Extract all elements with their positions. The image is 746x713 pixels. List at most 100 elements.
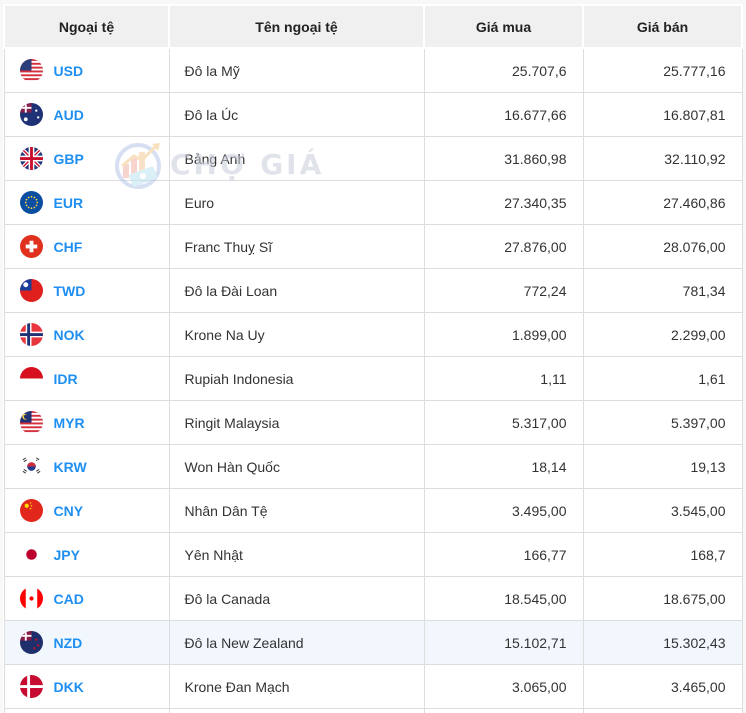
- tw-flag-icon: [19, 279, 43, 302]
- table-row[interactable]: MYR Ringit Malaysia 5.317,00 5.397,00: [3, 400, 743, 445]
- currency-name: Đô la Úc: [168, 92, 425, 137]
- currency-name: Yên Nhật: [168, 532, 425, 577]
- table-row[interactable]: AUD Đô la Úc 16.677,66 16.807,81: [3, 92, 743, 137]
- currency-cell: EUR: [3, 180, 170, 225]
- table-row-partial: [3, 708, 743, 713]
- currency-cell: IDR: [3, 356, 170, 401]
- currency-name: Nhân Dân Tệ: [168, 488, 425, 533]
- sell-price: 16.807,81: [582, 92, 743, 137]
- sell-price: 25.777,16: [582, 47, 743, 93]
- buy-price: 5.317,00: [423, 400, 584, 445]
- jp-flag-icon: [19, 543, 43, 566]
- buy-price: 3.495,00: [423, 488, 584, 533]
- table-row[interactable]: NZD Đô la New Zealand 15.102,71 15.302,43: [3, 620, 743, 665]
- table-row[interactable]: CHF Franc Thuỵ Sĩ 27.876,00 28.076,00: [3, 224, 743, 269]
- currency-code-link[interactable]: DKK: [53, 678, 84, 695]
- buy-price: 3.065,00: [423, 664, 584, 709]
- currency-code-link[interactable]: NZD: [53, 634, 83, 651]
- table-row[interactable]: JPY Yên Nhật 166,77 168,7: [3, 532, 743, 577]
- currency-name: Ringit Malaysia: [168, 400, 425, 445]
- currency-code-link[interactable]: KRW: [53, 458, 87, 475]
- buy-price: 15.102,71: [423, 620, 584, 665]
- currency-cell: NOK: [3, 312, 170, 357]
- currency-name: Đô la Mỹ: [168, 47, 425, 93]
- table-row[interactable]: TWD Đô la Đài Loan 772,24 781,34: [3, 268, 743, 313]
- us-flag-icon: [19, 59, 43, 82]
- currency-code-link[interactable]: IDR: [53, 370, 78, 387]
- buy-price: 1,11: [423, 356, 584, 401]
- header-currency: Ngoại tệ: [3, 4, 170, 49]
- buy-price: 27.876,00: [423, 224, 584, 269]
- buy-price: 1.899,00: [423, 312, 584, 357]
- currency-name: Euro: [168, 180, 425, 225]
- currency-name: Franc Thuỵ Sĩ: [168, 224, 425, 269]
- buy-price: 18.545,00: [423, 576, 584, 621]
- exchange-rate-table: Ngoại tệ Tên ngoại tệ Giá mua Giá bán US…: [3, 4, 743, 713]
- cn-flag-icon: [19, 499, 43, 522]
- currency-cell: USD: [3, 47, 170, 93]
- table-row[interactable]: EUR Euro 27.340,35 27.460,86: [3, 180, 743, 225]
- sell-price: 15.302,43: [582, 620, 743, 665]
- currency-name: Đô la New Zealand: [168, 620, 425, 665]
- buy-price: 16.677,66: [423, 92, 584, 137]
- currency-code-link[interactable]: TWD: [53, 282, 86, 299]
- currency-name: Rupiah Indonesia: [168, 356, 425, 401]
- header-sell-price: Giá bán: [582, 4, 743, 49]
- currency-name: Đô la Đài Loan: [168, 268, 425, 313]
- currency-code-link[interactable]: AUD: [53, 106, 84, 123]
- currency-code-link[interactable]: CAD: [53, 590, 84, 607]
- buy-price: 27.340,35: [423, 180, 584, 225]
- sell-price: 2.299,00: [582, 312, 743, 357]
- eu-flag-icon: [19, 191, 43, 214]
- table-header-row: Ngoại tệ Tên ngoại tệ Giá mua Giá bán: [3, 4, 743, 49]
- currency-cell: CHF: [3, 224, 170, 269]
- dk-flag-icon: [19, 675, 43, 698]
- currency-name: Krone Na Uy: [168, 312, 425, 357]
- currency-code-link[interactable]: CHF: [53, 238, 83, 255]
- currency-code-link[interactable]: CNY: [53, 502, 84, 519]
- id-flag-icon: [19, 367, 43, 390]
- sell-price: 19,13: [582, 444, 743, 489]
- header-buy-price: Giá mua: [423, 4, 584, 49]
- table-row[interactable]: CNY Nhân Dân Tệ 3.495,00 3.545,00: [3, 488, 743, 533]
- buy-price: 18,14: [423, 444, 584, 489]
- au-flag-icon: [19, 103, 43, 126]
- currency-code-link[interactable]: USD: [53, 62, 84, 79]
- table-row[interactable]: IDR Rupiah Indonesia 1,11 1,61: [3, 356, 743, 401]
- currency-cell: DKK: [3, 664, 170, 709]
- sell-price: 18.675,00: [582, 576, 743, 621]
- buy-price: 772,24: [423, 268, 584, 313]
- currency-name: Bảng Anh: [168, 136, 425, 181]
- table-row[interactable]: NOK Krone Na Uy 1.899,00 2.299,00: [3, 312, 743, 357]
- no-flag-icon: [19, 323, 43, 346]
- currency-cell: CAD: [3, 576, 170, 621]
- table-row[interactable]: GBP Bảng Anh 31.860,98 32.110,92: [3, 136, 743, 181]
- gb-flag-icon: [19, 147, 43, 170]
- table-row[interactable]: KRW Won Hàn Quốc 18,14 19,13: [3, 444, 743, 489]
- currency-name: Won Hàn Quốc: [168, 444, 425, 489]
- currency-cell: AUD: [3, 92, 170, 137]
- buy-price: 25.707,6: [423, 47, 584, 93]
- sell-price: 168,7: [582, 532, 743, 577]
- currency-cell: NZD: [3, 620, 170, 665]
- currency-name: Đô la Canada: [168, 576, 425, 621]
- header-currency-name: Tên ngoại tệ: [168, 4, 425, 49]
- currency-code-link[interactable]: GBP: [53, 150, 84, 167]
- currency-code-link[interactable]: NOK: [53, 326, 85, 343]
- currency-name: Krone Đan Mạch: [168, 664, 425, 709]
- currency-cell: GBP: [3, 136, 170, 181]
- currency-cell: TWD: [3, 268, 170, 313]
- table-row[interactable]: DKK Krone Đan Mạch 3.065,00 3.465,00: [3, 664, 743, 709]
- currency-code-link[interactable]: MYR: [53, 414, 85, 431]
- currency-cell: MYR: [3, 400, 170, 445]
- ca-flag-icon: [19, 587, 43, 610]
- sell-price: 3.465,00: [582, 664, 743, 709]
- currency-code-link[interactable]: EUR: [53, 194, 84, 211]
- sell-price: 781,34: [582, 268, 743, 313]
- table-row[interactable]: CAD Đô la Canada 18.545,00 18.675,00: [3, 576, 743, 621]
- table-row[interactable]: USD Đô la Mỹ 25.707,6 25.777,16: [3, 47, 743, 93]
- currency-code-link[interactable]: JPY: [53, 546, 80, 563]
- currency-cell: KRW: [3, 444, 170, 489]
- my-flag-icon: [19, 411, 43, 434]
